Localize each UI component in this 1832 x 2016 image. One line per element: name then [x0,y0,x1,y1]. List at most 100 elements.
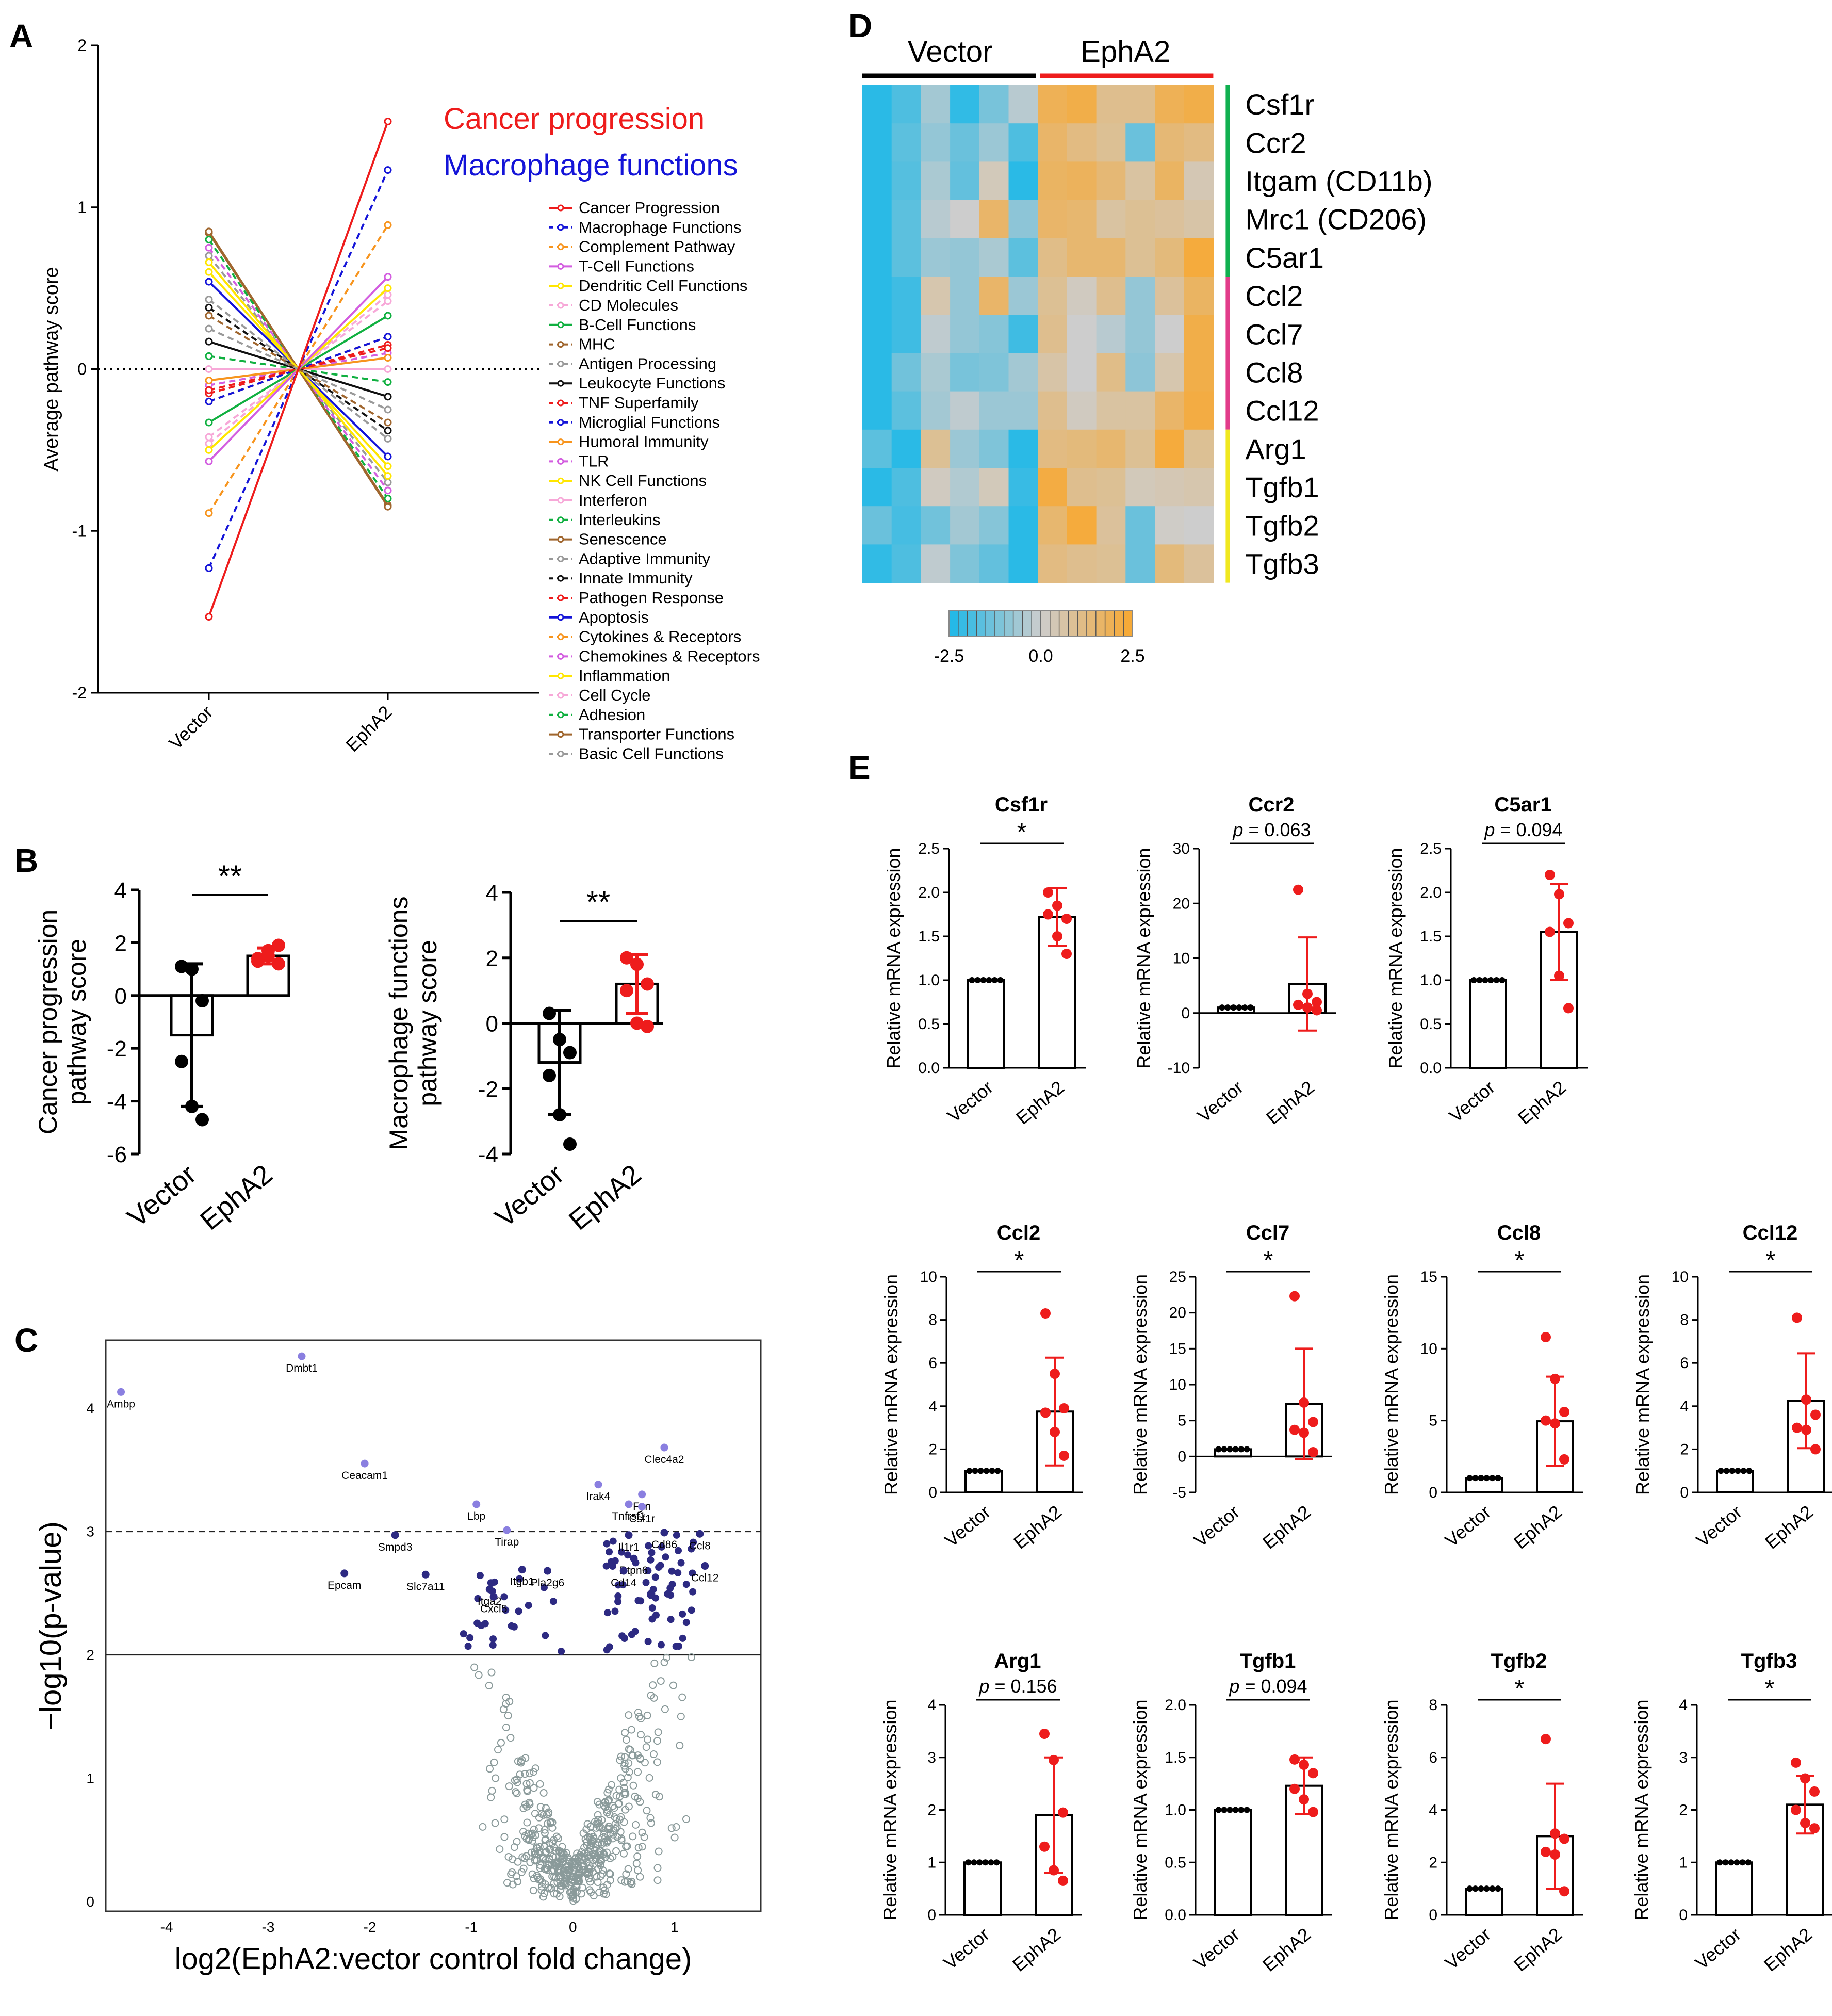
series-point [384,166,392,174]
series-point [384,502,392,511]
significant-point [558,1648,565,1655]
colorbar-cell [1105,610,1115,636]
panel-letter-c: C [14,1322,38,1359]
y-tick-label: 10 [1672,1269,1689,1286]
series-point [384,495,392,502]
y-tick-label: 1.0 [918,972,940,989]
data-point [1466,1885,1473,1892]
data-point [620,984,633,998]
data-point [1563,1003,1574,1014]
series-point [384,434,392,443]
background-point [638,1828,646,1836]
legend-label: Microglial Functions [579,413,720,431]
data-point [1487,977,1494,983]
y-tick-label: 4 [86,1401,94,1417]
heatmap-cell [1067,238,1097,277]
data-point [1472,1885,1479,1892]
series-point [384,344,392,352]
data-point [1293,999,1303,1010]
data-point [1499,977,1506,983]
point-label: Ptpn6 [619,1565,648,1576]
background-point [650,1750,658,1759]
background-point [604,1797,612,1806]
significant-point [609,1537,617,1545]
y-tick-label: -4 [107,1090,127,1115]
labeled-point [638,1503,646,1511]
data-point [969,977,975,983]
legend-marker [557,653,564,660]
heatmap-cell [1008,429,1038,468]
legend-marker [557,282,564,289]
heatmap-cell [1038,353,1068,392]
series-point [205,258,213,266]
data-point [1040,1407,1051,1418]
data-point [1059,1450,1069,1461]
significance-label: p = 0.094 [1229,1676,1307,1697]
y-tick-label: -1 [72,522,87,540]
row-label: Ccl7 [1245,318,1303,350]
row-label: Itgam (CD11b) [1245,165,1432,198]
y-axis-label: −log10(p-value) [34,1521,68,1730]
y-tick-label: 10 [1420,1340,1437,1357]
volcano-plot: 0 1 2 3 4 -4 -3 -2 -1 0 1 log2(EphA2:vector control… [34,1339,762,1976]
background-point [511,1776,519,1784]
heatmap-cell [921,506,951,545]
heatmap-cell [891,468,921,507]
data-point [185,1099,199,1113]
significant-point [508,1622,515,1630]
series-point [384,312,392,320]
significance-label: * [1515,1675,1525,1702]
series-point [384,427,392,435]
series-point [205,386,213,394]
heatmap-cell [1038,277,1068,315]
highlight-label: Macrophage functions [444,149,738,182]
background-point [551,1853,560,1861]
background-point [624,1865,632,1873]
heatmap-cell [950,315,980,353]
heatmap-cell [1008,391,1038,430]
background-point [541,1826,549,1834]
series-point [205,227,213,236]
heatmap-cell [1155,468,1185,507]
data-point [641,1019,654,1033]
legend-marker [557,750,564,757]
background-point [537,1882,546,1891]
background-point [536,1780,544,1788]
colorbar-cell [1059,610,1069,636]
point-label: Lbp [467,1510,485,1522]
y-tick-label: 0.5 [1420,1016,1442,1033]
background-point [475,1671,483,1679]
qpcr-bar-charts: 0.0 0.5 1.0 1.5 2.0 2.5 Csf1r * Relative mRNA ex… [879,793,1832,1976]
data-point [1495,1475,1501,1482]
legend-marker [557,224,564,231]
significant-point [515,1607,522,1615]
heatmap-cell [950,161,980,201]
heatmap-cell [1184,544,1214,583]
heatmap-cell [979,544,1009,583]
colorbar-cell [967,610,977,636]
y-tick-label: 0 [1680,1484,1689,1501]
legend-marker [557,555,564,562]
data-point [1050,1369,1060,1379]
heatmap-cell [979,468,1009,507]
background-point [603,1789,612,1797]
x-tick-label: EphA2 [1262,1077,1318,1129]
data-point [272,938,285,952]
data-point [1247,1004,1254,1011]
series-point [384,365,392,373]
y-tick-label: -2 [478,1077,498,1102]
background-point [487,1668,496,1677]
series-point [384,452,392,461]
heatmap-cell [1038,429,1068,468]
significant-point [658,1543,665,1551]
heatmap-cell [979,277,1009,315]
background-point [531,1847,539,1856]
background-point [634,1768,642,1776]
colorbar-cell [1022,610,1032,636]
heatmap-cell [862,123,892,162]
legend-marker [557,263,564,270]
significant-point [672,1643,680,1650]
bar [963,1861,1002,1916]
y-tick-label: 0 [77,360,87,379]
